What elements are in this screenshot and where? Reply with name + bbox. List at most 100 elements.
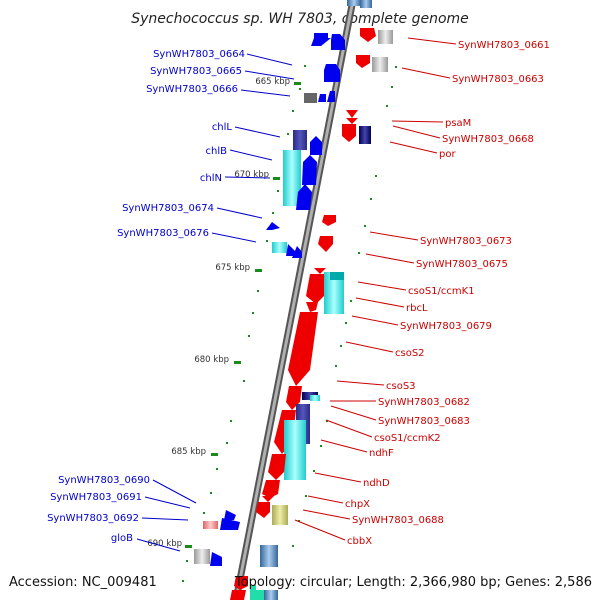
left-leader-lines: [136, 53, 295, 552]
tick-mark: [211, 453, 218, 456]
gene-arrow[interactable]: [342, 124, 356, 142]
tick-label: 670 kbp: [234, 170, 269, 180]
gene-label[interactable]: SynWH7803_0683: [378, 416, 470, 427]
gene-block[interactable]: [284, 420, 306, 480]
forward-genes: [194, 0, 361, 566]
gene-arrow[interactable]: [306, 302, 318, 312]
left-gene-labels: SynWH7803_0664 SynWH7803_0665 SynWH7803_…: [47, 49, 245, 544]
gene-label[interactable]: por: [439, 149, 456, 160]
gene-label[interactable]: SynWH7803_0675: [416, 259, 508, 270]
gene-arrow[interactable]: [230, 590, 246, 600]
gene-arrow[interactable]: [224, 510, 236, 520]
gene-block[interactable]: [347, 0, 361, 6]
tick-label: 680 kbp: [194, 355, 229, 365]
gene-label[interactable]: chlB: [206, 146, 228, 157]
gene-arrow[interactable]: [324, 64, 340, 82]
gene-label[interactable]: SynWH7803_0661: [458, 40, 550, 51]
gene-label[interactable]: cbbX: [347, 536, 372, 547]
gene-arrow[interactable]: [286, 244, 296, 256]
gene-label[interactable]: SynWH7803_0688: [352, 515, 444, 526]
tick-label: 665 kbp: [255, 77, 290, 87]
tick-mark: [255, 269, 262, 272]
accession-label: Accession: NC_009481: [9, 575, 157, 590]
gene-block[interactable]: [378, 30, 393, 44]
gene-label[interactable]: SynWH7803_0673: [420, 236, 512, 247]
gene-arrow[interactable]: [318, 94, 326, 102]
tick-mark: [294, 82, 301, 85]
tick-label: 690 kbp: [147, 539, 182, 549]
gene-block[interactable]: [360, 0, 372, 8]
gene-label[interactable]: rbcL: [406, 303, 428, 314]
gene-block[interactable]: [272, 242, 287, 253]
gene-arrow[interactable]: [346, 118, 358, 124]
gene-label[interactable]: csoS1/ccmK2: [374, 433, 441, 444]
gene-block[interactable]: [194, 549, 210, 564]
gene-label[interactable]: SynWH7803_0664: [153, 49, 245, 60]
gene-block[interactable]: [260, 545, 278, 567]
right-leader-lines: [294, 37, 457, 541]
scale-ticks: 665 kbp 670 kbp 675 kbp 680 kbp 685 kbp …: [147, 77, 301, 549]
gene-label[interactable]: psaM: [445, 118, 471, 129]
gene-arrow[interactable]: [292, 246, 302, 258]
gene-label[interactable]: chlL: [212, 122, 233, 133]
gene-arrow[interactable]: [234, 576, 248, 590]
reverse-genes: [230, 0, 393, 600]
gene-label[interactable]: SynWH7803_0668: [442, 134, 534, 145]
gene-block[interactable]: [324, 272, 344, 314]
right-gene-labels: SynWH7803_0661 SynWH7803_0663 psaM SynWH…: [345, 40, 550, 547]
tick-mark: [273, 177, 280, 180]
gene-arrow[interactable]: [262, 480, 280, 498]
gene-label[interactable]: SynWH7803_0690: [58, 475, 150, 486]
gene-arrow[interactable]: [356, 55, 370, 68]
gene-arrow[interactable]: [306, 274, 328, 304]
gene-arrow[interactable]: [268, 454, 286, 480]
gene-arrow[interactable]: [210, 552, 222, 566]
gene-label[interactable]: ndhF: [369, 448, 394, 459]
gene-label[interactable]: ndhD: [363, 478, 390, 489]
gene-label[interactable]: chlN: [200, 173, 222, 184]
gene-block[interactable]: [359, 126, 371, 144]
gene-block[interactable]: [272, 505, 288, 525]
gene-arrow[interactable]: [331, 34, 345, 50]
gene-arrow[interactable]: [311, 33, 331, 46]
gene-block[interactable]: [304, 93, 317, 103]
gene-label[interactable]: SynWH7803_0679: [400, 321, 492, 332]
gene-block[interactable]: [310, 395, 320, 401]
gene-arrow[interactable]: [327, 91, 335, 102]
map-title: Synechococcus sp. WH 7803, complete geno…: [131, 11, 469, 27]
gene-block[interactable]: [203, 521, 218, 529]
gene-arrow[interactable]: [220, 518, 240, 530]
gene-block[interactable]: [293, 130, 307, 150]
tick-label: 685 kbp: [171, 447, 206, 457]
gene-arrow[interactable]: [256, 502, 270, 518]
gene-arrow[interactable]: [262, 496, 274, 502]
gene-label[interactable]: SynWH7803_0663: [452, 74, 544, 85]
gene-arrow[interactable]: [288, 312, 318, 386]
gene-arrow[interactable]: [310, 136, 322, 155]
tick-mark: [234, 361, 241, 364]
gene-arrow[interactable]: [266, 222, 280, 230]
gene-arrow[interactable]: [318, 236, 333, 252]
gene-label[interactable]: SynWH7803_0676: [117, 228, 209, 239]
gene-block[interactable]: [372, 57, 388, 72]
gene-arrow[interactable]: [346, 110, 358, 118]
gene-arrow[interactable]: [302, 155, 317, 185]
gene-label[interactable]: gloB: [111, 533, 133, 544]
gene-label[interactable]: csoS3: [386, 381, 416, 392]
gene-arrow[interactable]: [314, 268, 326, 274]
gene-label[interactable]: SynWH7803_0682: [378, 397, 470, 408]
gene-arrow[interactable]: [360, 28, 376, 42]
gene-label[interactable]: csoS2: [395, 348, 425, 359]
gene-label[interactable]: chpX: [345, 499, 370, 510]
gene-label[interactable]: SynWH7803_0691: [50, 492, 142, 503]
gene-label[interactable]: SynWH7803_0674: [122, 203, 214, 214]
gene-label[interactable]: SynWH7803_0665: [150, 66, 242, 77]
gene-label[interactable]: csoS1/ccmK1: [408, 286, 475, 297]
gene-label[interactable]: SynWH7803_0666: [146, 84, 238, 95]
topology-summary: Topology: circular; Length: 2,366,980 bp…: [234, 575, 592, 590]
gene-label[interactable]: SynWH7803_0692: [47, 513, 139, 524]
gene-block[interactable]: [283, 150, 301, 206]
gene-arrow[interactable]: [322, 215, 336, 226]
gene-arrow[interactable]: [296, 184, 312, 210]
